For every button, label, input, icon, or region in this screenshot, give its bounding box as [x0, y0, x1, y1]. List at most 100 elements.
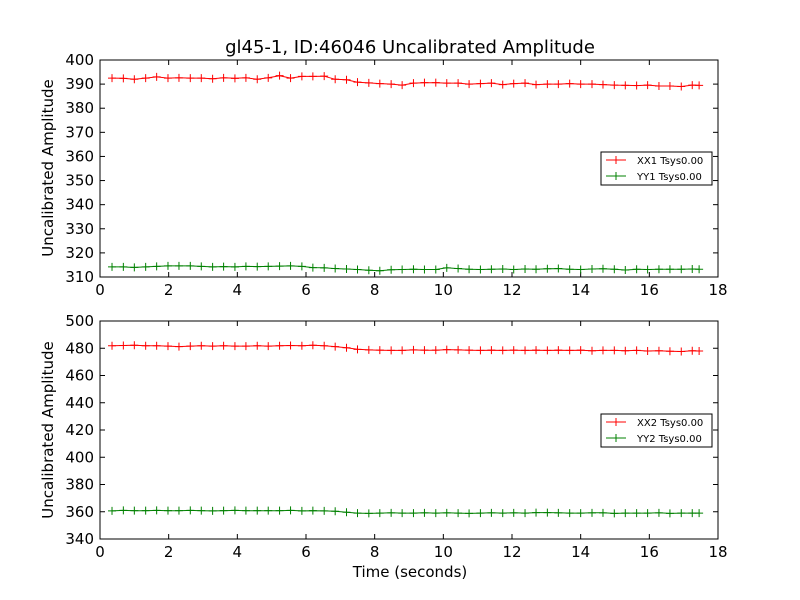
bottom-series-1-point: [465, 346, 474, 355]
bottom-y-axis-label: Uncalibrated Amplitude: [39, 341, 57, 518]
top-plot-frame: [99, 59, 719, 278]
bottom-panel: 0 2 4 6 8 10 12 14 16 18 340 360 380 400 420 440 460 480 5…: [65, 312, 727, 561]
bottom-series-1-point: [442, 345, 451, 354]
top-series-2-point: [297, 262, 306, 271]
top-legend-marker: [612, 156, 620, 164]
bottom-series-2-point: [119, 506, 128, 515]
top-series-1-point: [454, 79, 463, 88]
top-series-1-point: [297, 72, 306, 81]
top-series-1-point: [119, 74, 128, 83]
top-series-2-point: [353, 265, 362, 274]
bottom-x-tick-label: 10: [434, 543, 453, 561]
bottom-series-1-point: [632, 346, 641, 355]
bottom-series-2-point: [208, 506, 217, 515]
top-series-2-point: [286, 261, 295, 270]
top-series-1-point: [387, 80, 396, 89]
bottom-x-tick-label: 6: [301, 543, 311, 561]
top-y-tick-label: 340: [65, 196, 94, 214]
top-series-1-point: [152, 72, 161, 81]
top-series-1-point: [253, 75, 262, 84]
top-series-2-point: [632, 265, 641, 274]
bottom-x-axis-label: Time (seconds): [352, 563, 468, 581]
top-series-2-point: [598, 264, 607, 273]
top-series-1-point: [197, 74, 206, 83]
top-series-2-point: [230, 262, 239, 271]
top-series-1-point: [576, 80, 585, 89]
bottom-series-2-point: [465, 509, 474, 518]
bottom-series-1-point: [186, 342, 195, 351]
bottom-series-2-point: [197, 506, 206, 515]
top-series-1-point: [498, 80, 507, 89]
top-x-tick-label: 12: [502, 281, 521, 299]
top-series-1-point: [509, 79, 518, 88]
bottom-series-1-point: [241, 342, 250, 351]
top-series-1-point: [643, 81, 652, 90]
top-series-2-point: [665, 265, 674, 274]
bottom-legend: XX2 Tsys0.00 YY2 Tsys0.00: [600, 413, 713, 448]
top-series-1-point: [543, 80, 552, 89]
bottom-legend-marker: [612, 418, 620, 426]
top-series-2-point: [375, 266, 384, 275]
bottom-series-1-point: [308, 341, 317, 350]
bottom-series-2-point: [643, 509, 652, 518]
bottom-y-tick-label: 420: [65, 421, 94, 439]
bottom-x-tick-label: 12: [502, 543, 521, 561]
top-series-2-point: [409, 265, 418, 274]
top-legend-label: XX1 Tsys0.00: [637, 156, 703, 167]
top-series-1-point: [532, 80, 541, 89]
bottom-series-1-point: [610, 346, 619, 355]
top-x-tick-label: 14: [571, 281, 590, 299]
top-series-1-point: [364, 78, 373, 87]
top-x-tick-label: 4: [233, 281, 243, 299]
top-series-2-point: [576, 265, 585, 274]
bottom-series-2-point: [409, 509, 418, 518]
top-series-1-point: [308, 72, 317, 81]
top-series-1-point: [487, 79, 496, 88]
bottom-series-1-point: [208, 342, 217, 351]
top-series-1-point: [286, 74, 295, 83]
top-series-2-point: [331, 264, 340, 273]
top-panel: 0 2 4 6 8 10 12 14 16 18 310 320 330 340 350 360 370 380 3…: [65, 51, 727, 299]
bottom-series-1-point: [119, 341, 128, 350]
bottom-series-1-point: [431, 346, 440, 355]
top-series-2-point: [152, 262, 161, 271]
bottom-x-tick-label: 18: [708, 543, 727, 561]
top-series-1-point: [442, 79, 451, 88]
bottom-legend-marker: [612, 434, 620, 442]
bottom-series-2-point: [253, 506, 262, 515]
bottom-series-1-point: [353, 345, 362, 354]
bottom-legend-label: XX2 Tsys0.00: [637, 418, 703, 429]
top-series-1-point: [654, 82, 663, 91]
bottom-series-1-point: [487, 346, 496, 355]
top-series-1-point: [665, 82, 674, 91]
top-series-2-point: [264, 262, 273, 271]
bottom-series-2-point: [108, 506, 117, 515]
top-y-tick-label: 310: [65, 268, 94, 286]
bottom-series-1-point: [420, 346, 429, 355]
top-y-tick-label: 370: [65, 123, 94, 141]
top-series-1-point: [431, 78, 440, 87]
bottom-y-tick-label: 480: [65, 339, 94, 357]
top-series-1-point: [241, 73, 250, 82]
bottom-series-2-point: [632, 509, 641, 518]
bottom-y-tick-label: 380: [65, 476, 94, 494]
bottom-series-1-point: [230, 342, 239, 351]
bottom-series-2-point: [442, 508, 451, 517]
top-series-1-point: [476, 79, 485, 88]
bottom-series-2-point: [174, 506, 183, 515]
top-y-tick-label: 350: [65, 172, 94, 190]
top-series-1-point: [398, 81, 407, 90]
top-legend-marker: [612, 172, 620, 180]
top-series-1-point: [320, 72, 329, 81]
bottom-series-2-point: [230, 506, 239, 515]
top-series-2-point: [387, 265, 396, 274]
top-series-2-point: [174, 261, 183, 270]
top-series-1-point: [521, 79, 530, 88]
top-series-2-point: [420, 265, 429, 274]
top-series-2-point: [364, 266, 373, 275]
top-series-2-point: [498, 265, 507, 274]
top-series-2-point: [543, 264, 552, 273]
top-series-1-point: [264, 73, 273, 82]
bottom-series-1-point: [331, 342, 340, 351]
bottom-series-1-point: [498, 346, 507, 355]
